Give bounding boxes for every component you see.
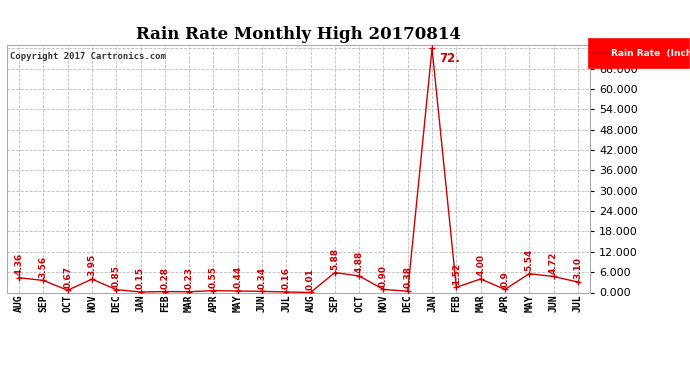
Text: 0.9: 0.9 xyxy=(500,271,509,287)
Text: 4.72: 4.72 xyxy=(549,251,558,274)
Text: 5.54: 5.54 xyxy=(524,249,534,271)
Text: 0.85: 0.85 xyxy=(112,265,121,287)
Text: 0.15: 0.15 xyxy=(136,267,145,289)
Text: 4.88: 4.88 xyxy=(355,251,364,273)
Text: 0.34: 0.34 xyxy=(257,267,266,289)
Text: 3.95: 3.95 xyxy=(88,254,97,276)
Text: 4.36: 4.36 xyxy=(14,253,23,275)
Text: 4.00: 4.00 xyxy=(476,254,485,276)
Text: 0.90: 0.90 xyxy=(379,265,388,287)
Text: Copyright 2017 Cartronics.com: Copyright 2017 Cartronics.com xyxy=(10,53,166,62)
Title: Rain Rate Monthly High 20170814: Rain Rate Monthly High 20170814 xyxy=(136,27,461,44)
Text: 5.88: 5.88 xyxy=(331,248,339,270)
Text: 0.44: 0.44 xyxy=(233,266,242,288)
Text: 0.67: 0.67 xyxy=(63,266,72,288)
Text: 0.01: 0.01 xyxy=(306,268,315,290)
Text: 0.16: 0.16 xyxy=(282,267,290,289)
Text: 1.52: 1.52 xyxy=(452,262,461,285)
Text: 0.23: 0.23 xyxy=(185,267,194,289)
Text: 3.10: 3.10 xyxy=(573,257,582,279)
Text: 0.28: 0.28 xyxy=(160,267,169,289)
Text: Rain Rate  (Inches/Hour): Rain Rate (Inches/Hour) xyxy=(611,49,690,58)
Text: 3.56: 3.56 xyxy=(39,256,48,278)
Text: 0.55: 0.55 xyxy=(209,266,218,288)
Text: 0.38: 0.38 xyxy=(403,267,412,288)
Text: 72.: 72. xyxy=(440,52,460,65)
